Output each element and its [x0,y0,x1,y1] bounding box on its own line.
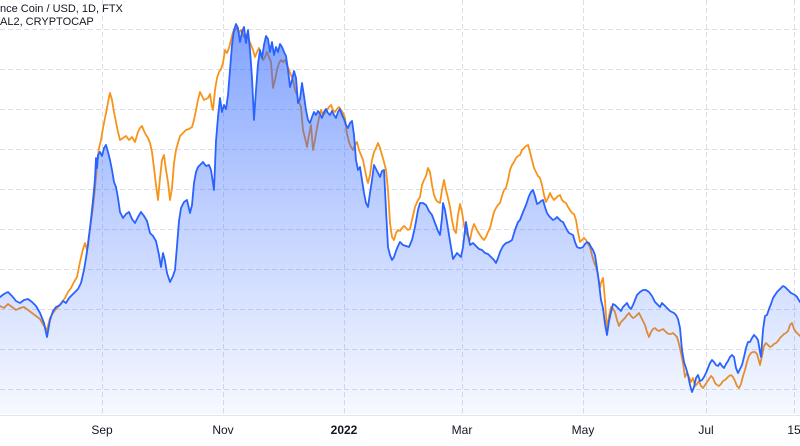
time-axis-label-may: May [571,423,595,437]
bnb-area-fill [0,24,800,414]
legend-symbol-main[interactable]: nce Coin / USD, 1D, FTX [0,3,123,15]
chart-legend: nce Coin / USD, 1D, FTX AL2, CRYPTOCAP [0,3,123,29]
time-axis-label-nov: Nov [212,423,234,437]
time-axis-label-15: 15 [787,423,800,437]
time-axis-label-sep: Sep [91,423,113,437]
legend-symbol-compare[interactable]: AL2, CRYPTOCAP [0,16,94,28]
bnb-series-line[interactable] [0,23,800,393]
time-axis-label-mar: Mar [451,423,473,437]
time-axis[interactable]: Sep Nov 2022 Mar May Jul 15 [0,415,800,446]
time-axis-label-jul: Jul [698,423,714,437]
time-axis-label-2022: 2022 [330,423,358,437]
